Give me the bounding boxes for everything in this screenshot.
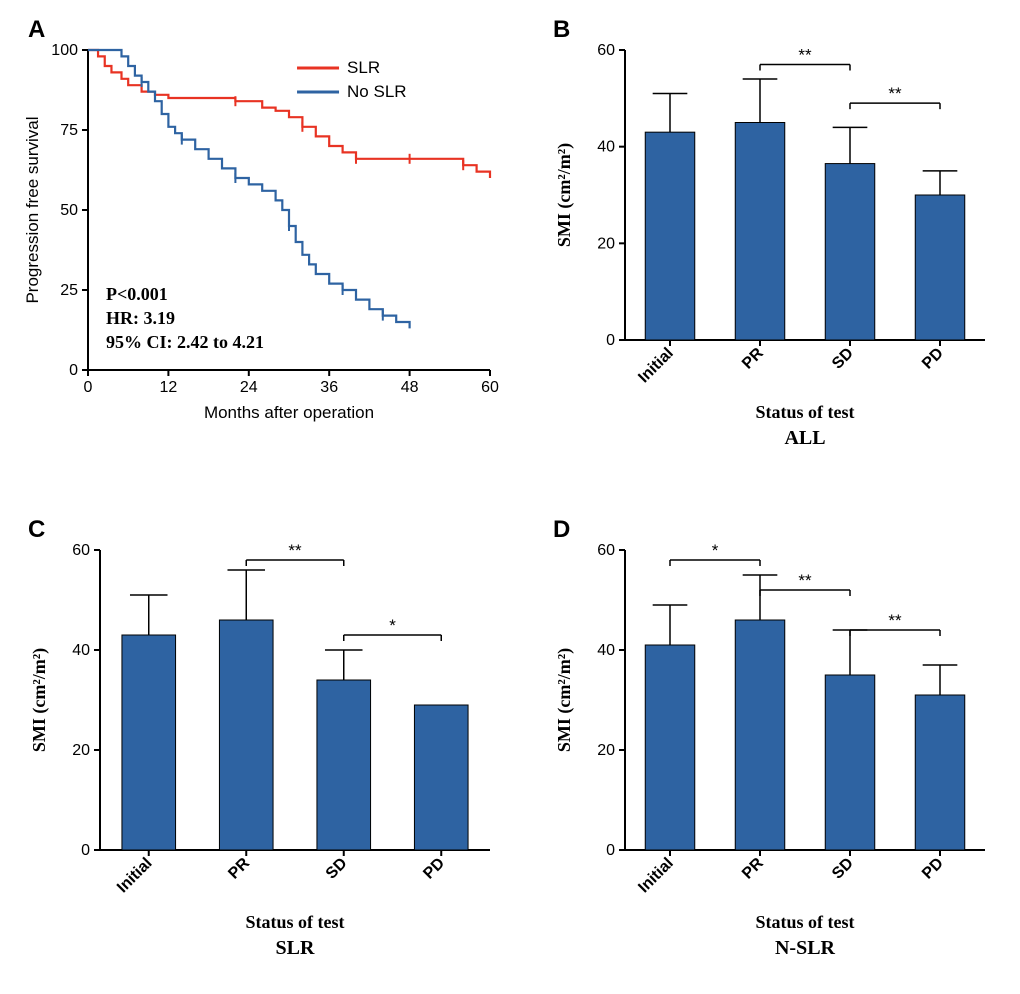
bar-sd [825, 164, 875, 340]
bar-pr [735, 123, 785, 341]
ylabel: SMI (cm²/m²) [554, 143, 575, 247]
xtick-pr: PR [225, 854, 253, 882]
panel-subtitle: SLR [276, 937, 315, 959]
sig-label-0: ** [288, 541, 302, 560]
svg-text:24: 24 [240, 379, 258, 396]
svg-text:40: 40 [597, 642, 615, 659]
svg-text:20: 20 [72, 742, 90, 759]
svg-text:0: 0 [84, 379, 93, 396]
svg-text:36: 36 [320, 379, 338, 396]
km-series-slr [88, 50, 490, 178]
svg-text:0: 0 [606, 332, 615, 349]
sig-label-1: ** [798, 571, 812, 590]
svg-text:12: 12 [160, 379, 178, 396]
svg-text:20: 20 [597, 742, 615, 759]
bar-pr [219, 620, 273, 850]
bar-initial [122, 635, 176, 850]
xlabel: Status of test [756, 402, 855, 422]
bar-plot-b: 0 20 40 60 SMI (cm²/m²) Initial PR SD PD Status o… [535, 10, 1005, 470]
panel-c: C 0204060SMI (cm²/m²)InitialPRSDPDStatus… [10, 510, 510, 980]
bar-plot-d: 0 20 40 60 SMI (cm²/m²) Initial PR SD PD Status o… [535, 510, 1005, 980]
xtick-sd: SD [829, 855, 857, 883]
svg-text:60: 60 [597, 42, 615, 59]
sig-label-0: * [712, 541, 719, 560]
svg-text:Months after operation: Months after operation [204, 403, 374, 422]
legend-label-noslr: No SLR [347, 82, 407, 101]
xtick-initial: Initial [635, 855, 677, 897]
sig-label-1: * [389, 616, 396, 635]
bar-initial [645, 645, 695, 850]
xlabel: Status of test [756, 912, 855, 932]
bar-initial [645, 132, 695, 340]
km-pvalue: P<0.001 [106, 284, 168, 304]
xtick-pr: PR [739, 854, 767, 882]
svg-text:48: 48 [401, 379, 419, 396]
bar-plot-c: 0 20 40 60 SMI (cm²/m²) Initial PR SD PD Status o… [10, 510, 510, 980]
svg-text:0: 0 [69, 362, 78, 379]
svg-text:60: 60 [481, 379, 499, 396]
km-ci: 95% CI: 2.42 to 4.21 [106, 332, 264, 352]
xtick-sd: SD [323, 855, 351, 883]
xtick-pd: PD [420, 855, 448, 883]
xtick-sd: SD [829, 345, 857, 373]
legend-label-slr: SLR [347, 58, 380, 77]
bar-sd [825, 675, 875, 850]
bar-pr [735, 620, 785, 850]
ylabel: SMI (cm²/m²) [29, 648, 50, 752]
sig-label-2: ** [888, 611, 902, 630]
panel-subtitle: N-SLR [775, 937, 836, 959]
svg-text:0: 0 [81, 842, 90, 859]
bar-sd [317, 680, 371, 850]
svg-text:25: 25 [60, 282, 78, 299]
xtick-initial: Initial [114, 855, 156, 897]
km-plot-svg: 0 25 50 75 100 0 12 24 36 48 60 Progression free su… [10, 10, 510, 440]
ylabel: SMI (cm²/m²) [554, 648, 575, 752]
sig-label-0: ** [798, 46, 812, 65]
svg-text:20: 20 [597, 235, 615, 252]
panel-a: A 025507510001224364860Progression free … [10, 10, 510, 440]
xlabel: Status of test [246, 912, 345, 932]
svg-text:50: 50 [60, 202, 78, 219]
svg-text:60: 60 [72, 542, 90, 559]
svg-text:40: 40 [597, 139, 615, 156]
panel-subtitle: ALL [784, 427, 825, 449]
figure-root: A 025507510001224364860Progression free … [0, 0, 1020, 994]
panel-d: D 0204060SMI (cm²/m²)InitialPRSDPDStatus… [535, 510, 1005, 980]
bar-pd [915, 195, 965, 340]
panel-b: B 0204060SMI (cm²/m²)InitialPRSDPDStatus… [535, 10, 1005, 470]
svg-text:100: 100 [51, 42, 78, 59]
sig-label-1: ** [888, 84, 902, 103]
xtick-pd: PD [919, 855, 947, 883]
xtick-pd: PD [919, 345, 947, 373]
svg-text:75: 75 [60, 122, 78, 139]
svg-text:40: 40 [72, 642, 90, 659]
svg-text:Progression free survival: Progression free survival [23, 116, 42, 303]
bar-pd [915, 695, 965, 850]
xtick-pr: PR [739, 344, 767, 372]
km-hr: HR: 3.19 [106, 308, 175, 328]
svg-text:0: 0 [606, 842, 615, 859]
bar-pd [414, 705, 468, 850]
svg-text:60: 60 [597, 542, 615, 559]
xtick-initial: Initial [635, 345, 677, 387]
